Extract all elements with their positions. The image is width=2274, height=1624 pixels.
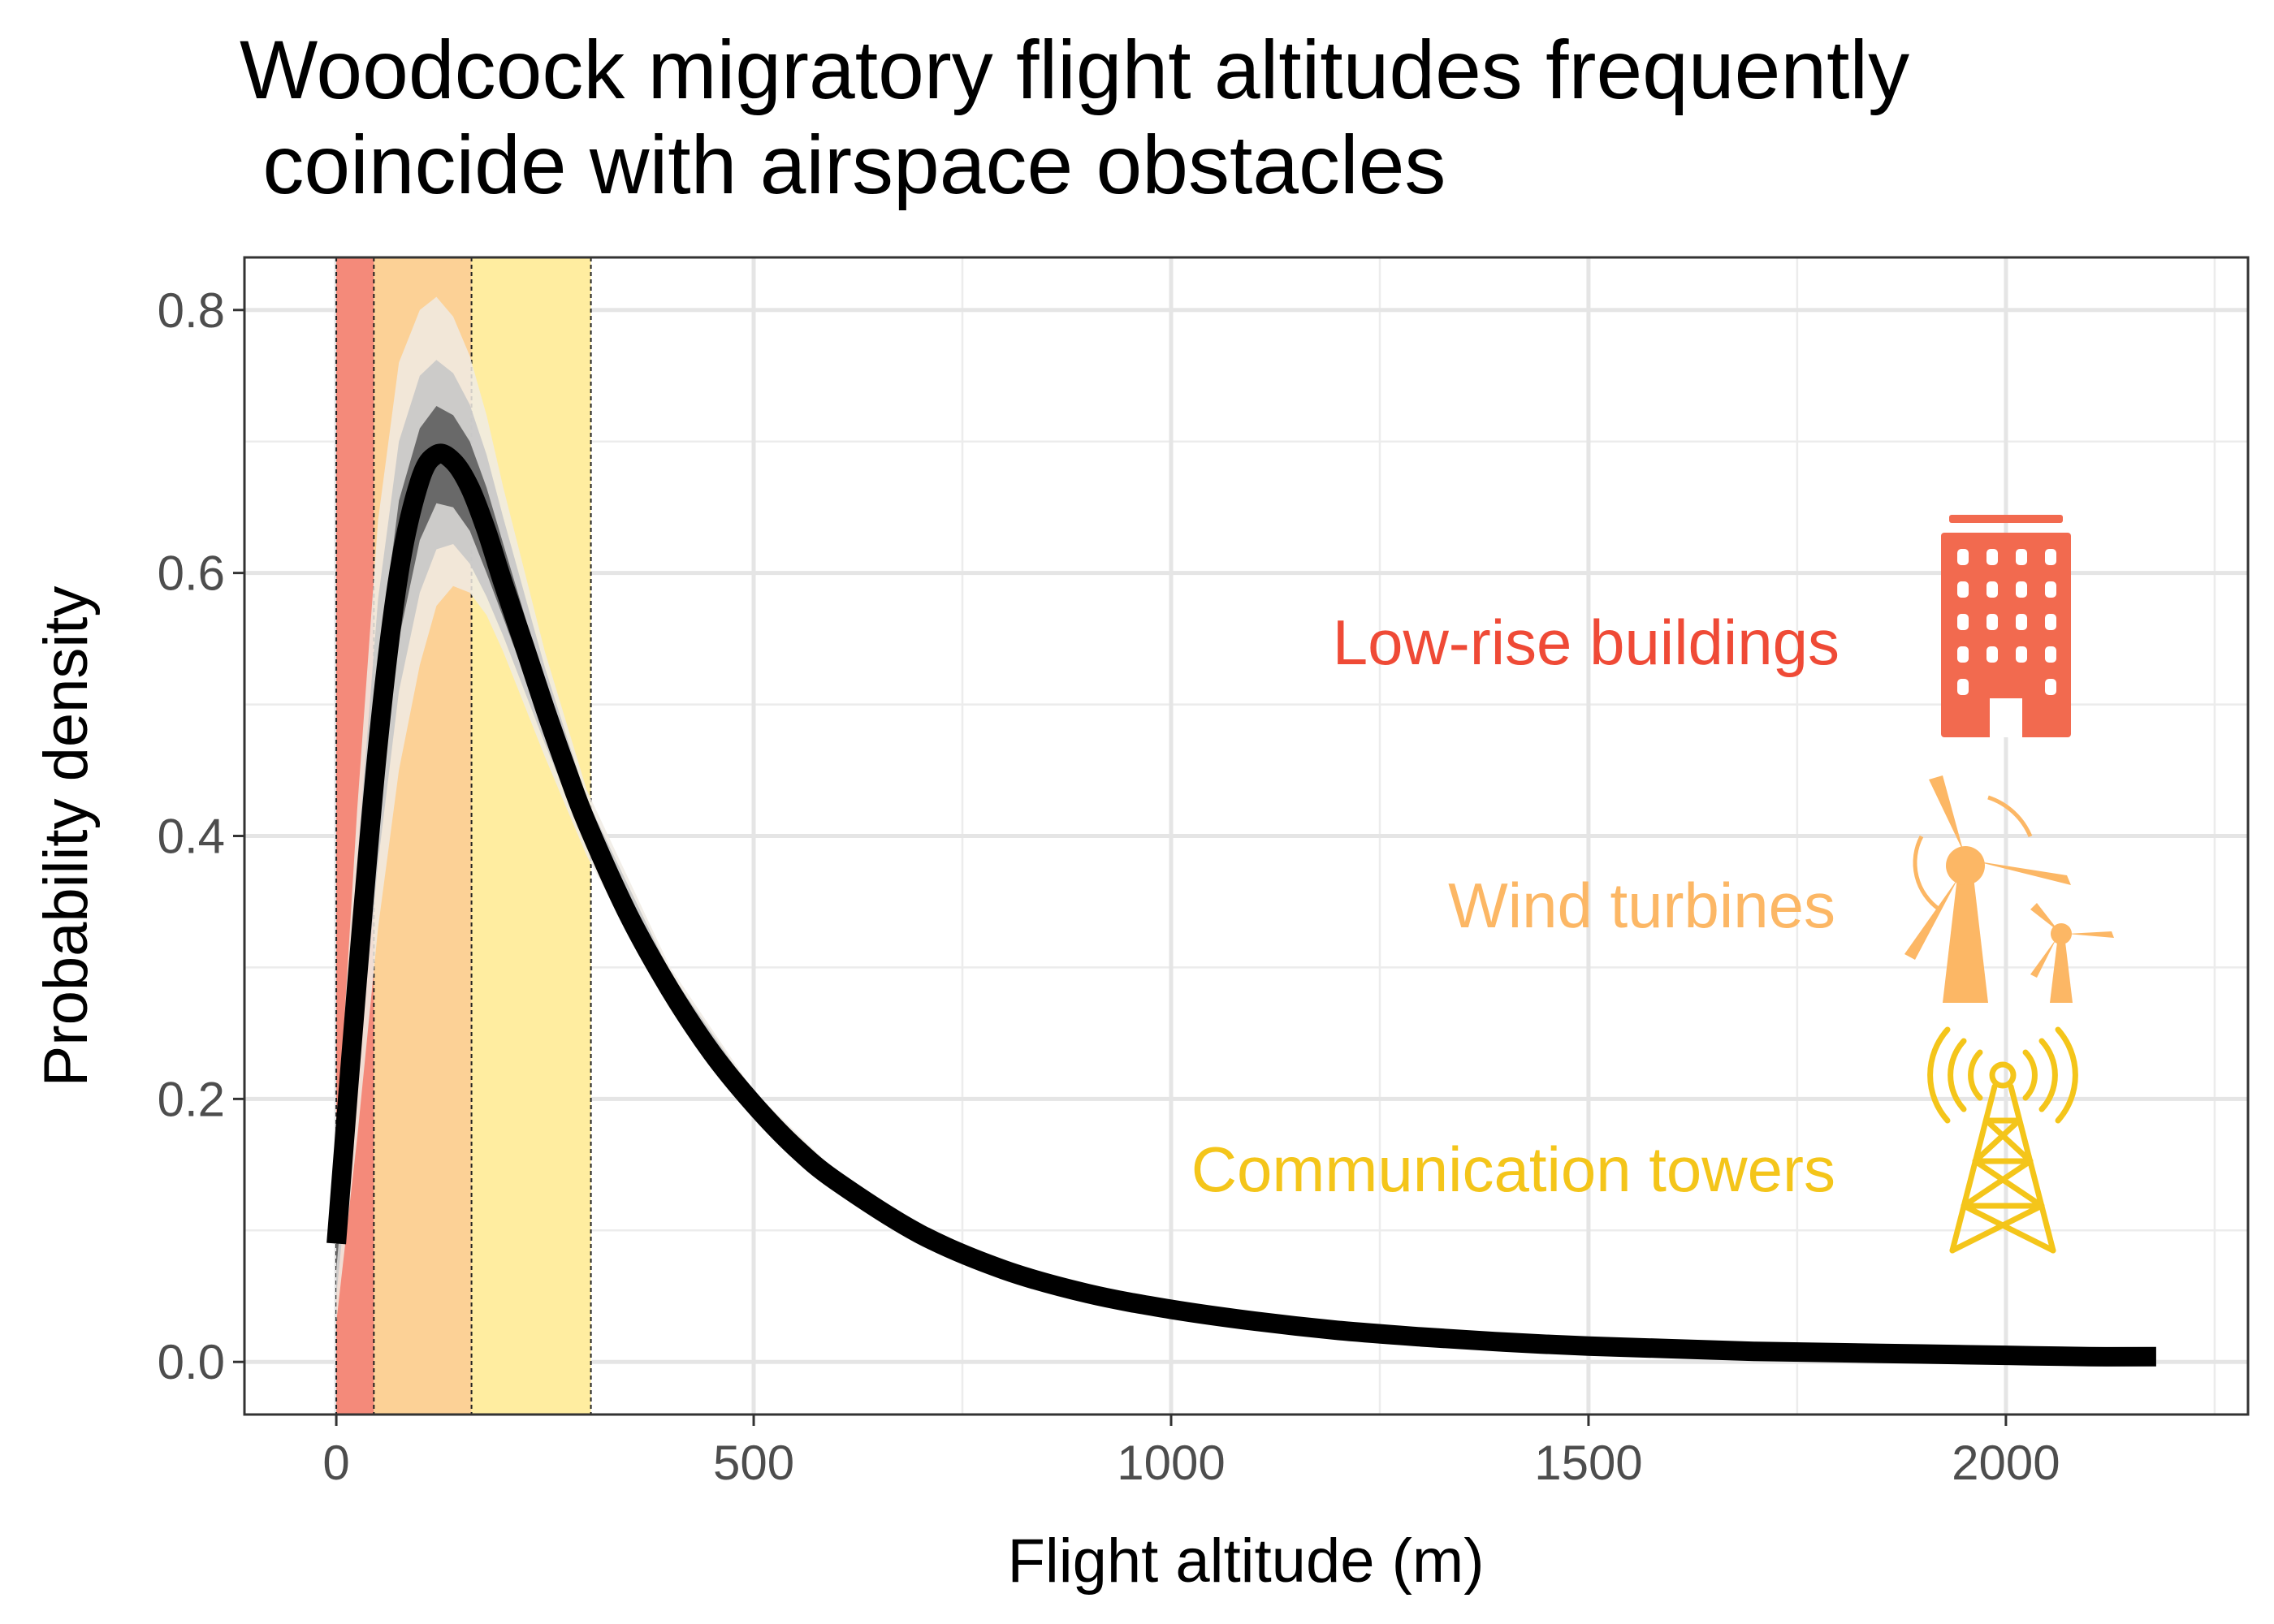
y-tick-label: 0.0 — [158, 1335, 225, 1389]
y-tick-label: 0.2 — [158, 1072, 225, 1126]
y-tick-label: 0.6 — [158, 546, 225, 601]
x-axis-title: Flight altitude (m) — [1007, 1527, 1484, 1596]
building-window — [2016, 549, 2027, 565]
wind-turbine-icon — [1904, 775, 2114, 1003]
x-tick-label: 0 — [322, 1436, 349, 1490]
density-curve — [326, 443, 2156, 1367]
axes: 0 500 1000 1500 2000 0.0 0.2 0.4 0.6 0.8 — [158, 283, 2060, 1490]
communication-tower-icon — [1927, 1026, 2078, 1254]
annotation-low-rise-buildings: Low-rise buildings — [1333, 607, 1840, 678]
density-curve-layer — [326, 443, 2156, 1367]
building-window — [2045, 646, 2056, 663]
x-tick-label: 1500 — [1534, 1436, 1642, 1490]
annotation-communication-towers: Communication towers — [1191, 1134, 1835, 1205]
building-window — [2045, 581, 2056, 598]
building-window — [1957, 581, 1969, 598]
building-window — [2045, 679, 2056, 695]
y-tick-label: 0.4 — [158, 810, 225, 864]
building-window — [1957, 614, 1969, 630]
building-window — [2045, 614, 2056, 630]
x-tick-label: 500 — [713, 1436, 794, 1490]
building-window — [1987, 581, 1998, 598]
building-window — [1987, 646, 1998, 663]
y-tick-label: 0.8 — [158, 283, 225, 338]
building-window — [1957, 549, 1969, 565]
building-window — [1987, 614, 1998, 630]
building-window — [2016, 614, 2027, 630]
annotation-wind-turbines: Wind turbines — [1448, 870, 1835, 941]
building-window — [1987, 549, 1998, 565]
x-tick-label: 1000 — [1117, 1436, 1225, 1490]
building-icon — [1941, 515, 2071, 737]
building-window — [1957, 679, 1969, 695]
building-window — [1957, 646, 1969, 663]
building-window — [2016, 581, 2027, 598]
obstacle-annotations: Low-rise buildings Wind turbines Communi… — [1191, 515, 2114, 1254]
building-window — [2016, 646, 2027, 663]
chart-title: Woodcock migratory flight altitudes freq… — [240, 24, 1910, 211]
x-tick-label: 2000 — [1952, 1436, 2060, 1490]
y-axis-title: Probability density — [32, 586, 101, 1087]
building-window — [2045, 549, 2056, 565]
